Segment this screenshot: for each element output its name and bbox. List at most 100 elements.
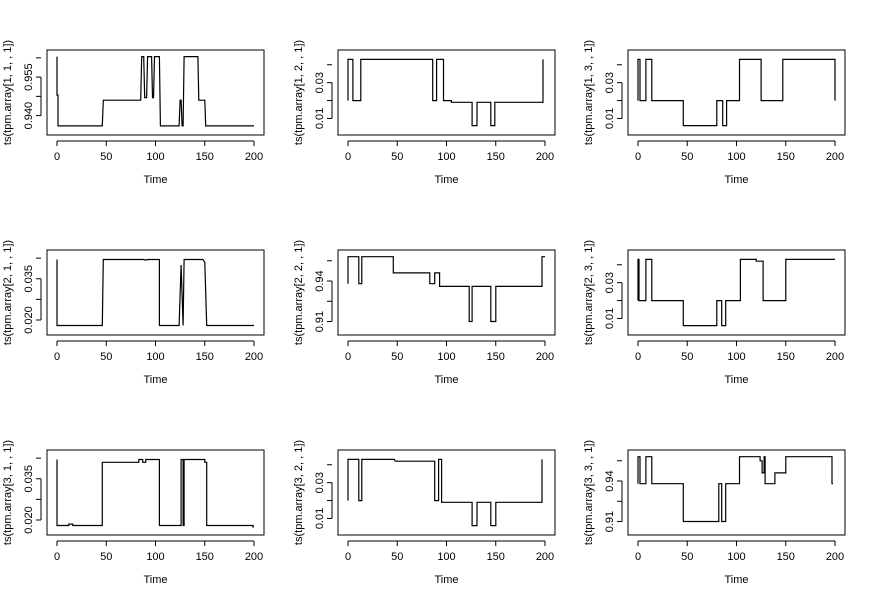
y-axis: 0.91 0.94 <box>314 260 333 332</box>
plot-frame <box>627 449 846 536</box>
x-axis: 0 50 100 150 200 <box>54 140 263 163</box>
x-tick-label: 50 <box>391 351 403 363</box>
y-tick-label: 0.03 <box>314 472 326 493</box>
plot-frame <box>46 49 265 136</box>
x-tick-label: 100 <box>146 351 164 363</box>
y-axis: 0.91 0.94 <box>604 460 623 532</box>
x-tick-label: 50 <box>681 151 693 163</box>
x-axis: 0 50 100 150 200 <box>345 140 554 163</box>
x-tick-label: 200 <box>826 151 844 163</box>
x-tick-label: 50 <box>681 551 693 563</box>
y-tick-label: 0.020 <box>23 506 35 534</box>
x-axis: 0 50 100 150 200 <box>635 540 844 563</box>
series-line <box>347 458 543 527</box>
series-line <box>56 458 254 528</box>
series-line <box>637 258 835 327</box>
plot-frame <box>337 249 556 336</box>
x-axis-title: Time <box>143 574 167 586</box>
x-tick-label: 200 <box>245 551 263 563</box>
y-tick-label: 0.94 <box>604 470 616 491</box>
chart-panel-6: 0 50 100 150 200 0.01 0.03 Time ts(tpm.array[2, … <box>583 240 846 386</box>
y-axis-title: ts(tpm.array[1, 2, , 1]) <box>293 40 305 145</box>
x-tick-label: 150 <box>777 551 795 563</box>
chart-panel-2: 0 50 100 150 200 0.01 0.03 Time ts(tpm.array[1, … <box>293 40 556 186</box>
x-axis: 0 50 100 150 200 <box>635 140 844 163</box>
y-axis-title: ts(tpm.array[2, 2, , 1]) <box>293 240 305 345</box>
y-axis-title: ts(tpm.array[3, 1, , 1]) <box>2 440 14 545</box>
x-axis-title: Time <box>143 374 167 386</box>
x-axis-title: Time <box>434 374 458 386</box>
x-tick-label: 200 <box>536 351 554 363</box>
x-tick-label: 200 <box>245 151 263 163</box>
x-tick-label: 150 <box>196 151 214 163</box>
series-line <box>56 258 254 327</box>
y-tick-label: 0.01 <box>314 508 326 529</box>
x-tick-label: 100 <box>727 151 745 163</box>
x-tick-label: 0 <box>635 151 641 163</box>
series-line <box>347 58 544 127</box>
chart-panel-4: 0 50 100 150 200 0.020 0.035 Time ts(tpm.array[2… <box>2 240 265 386</box>
plot-frame <box>46 249 265 336</box>
x-tick-label: 0 <box>54 551 60 563</box>
x-tick-label: 150 <box>196 351 214 363</box>
x-tick-label: 50 <box>391 151 403 163</box>
x-tick-label: 100 <box>437 151 455 163</box>
y-axis: 0.940 0.955 <box>23 57 42 129</box>
x-tick-label: 50 <box>681 351 693 363</box>
x-tick-label: 200 <box>826 351 844 363</box>
plot-frame <box>46 449 265 536</box>
y-axis-title: ts(tpm.array[1, 3, , 1]) <box>583 40 595 145</box>
chart-panel-7: 0 50 100 150 200 0.020 0.035 Time ts(tpm.array[3… <box>2 440 265 586</box>
y-axis: 0.01 0.03 <box>314 464 333 529</box>
x-tick-label: 100 <box>146 551 164 563</box>
x-tick-label: 100 <box>437 351 455 363</box>
y-tick-label: 0.955 <box>23 63 35 91</box>
x-axis: 0 50 100 150 200 <box>635 340 844 363</box>
series-line <box>56 55 254 127</box>
chart-panel-8: 0 50 100 150 200 0.01 0.03 Time ts(tpm.array[3, … <box>293 440 556 586</box>
y-tick-label: 0.01 <box>604 108 616 129</box>
x-tick-label: 200 <box>536 151 554 163</box>
y-axis-title: ts(tpm.array[3, 3, , 1]) <box>583 440 595 545</box>
x-tick-label: 50 <box>100 551 112 563</box>
series-line <box>347 256 545 323</box>
y-tick-label: 0.03 <box>604 72 616 93</box>
plot-frame <box>337 49 556 136</box>
y-tick-label: 0.94 <box>314 270 326 291</box>
y-axis-title: ts(tpm.array[1, 1, , 1]) <box>2 40 14 145</box>
x-axis: 0 50 100 150 200 <box>54 540 263 563</box>
x-tick-label: 150 <box>487 551 505 563</box>
y-tick-label: 0.020 <box>23 306 35 334</box>
x-axis-title: Time <box>434 174 458 186</box>
x-tick-label: 200 <box>536 551 554 563</box>
x-tick-label: 0 <box>345 351 351 363</box>
x-tick-label: 200 <box>826 551 844 563</box>
y-axis: 0.01 0.03 <box>604 264 623 329</box>
x-tick-label: 0 <box>635 351 641 363</box>
x-tick-label: 100 <box>727 551 745 563</box>
y-axis-title: ts(tpm.array[2, 3, , 1]) <box>583 240 595 345</box>
y-tick-label: 0.03 <box>604 272 616 293</box>
x-tick-label: 50 <box>100 351 112 363</box>
y-axis: 0.020 0.035 <box>23 457 42 534</box>
y-axis: 0.020 0.035 <box>23 257 42 334</box>
plot-frame <box>337 449 556 536</box>
x-axis: 0 50 100 150 200 <box>54 340 263 363</box>
y-tick-label: 0.035 <box>23 265 35 293</box>
y-axis: 0.01 0.03 <box>314 64 333 129</box>
x-tick-label: 150 <box>777 351 795 363</box>
x-tick-label: 0 <box>54 351 60 363</box>
plot-frame <box>627 49 846 136</box>
plot-frame <box>627 249 846 336</box>
x-tick-label: 0 <box>345 151 351 163</box>
series-line <box>637 456 833 523</box>
x-axis: 0 50 100 150 200 <box>345 540 554 563</box>
x-tick-label: 200 <box>245 351 263 363</box>
x-tick-label: 150 <box>196 551 214 563</box>
y-axis: 0.01 0.03 <box>604 64 623 129</box>
y-axis-title: ts(tpm.array[2, 1, , 1]) <box>2 240 14 345</box>
x-tick-label: 150 <box>487 151 505 163</box>
x-tick-label: 100 <box>146 151 164 163</box>
x-axis-title: Time <box>143 174 167 186</box>
